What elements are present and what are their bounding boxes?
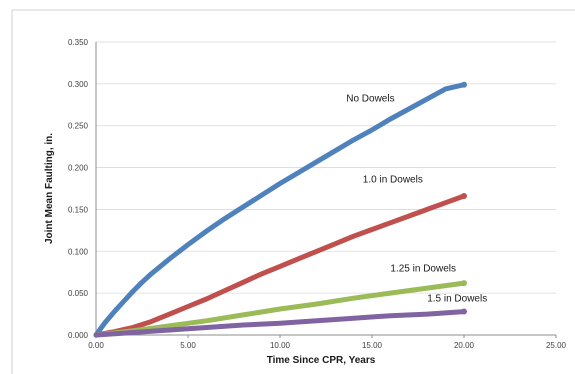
series-end-point-1-5-in-dowels [461, 308, 467, 315]
x-tick-label: 20.00 [454, 341, 475, 350]
series-end-point-no-dowels [461, 81, 467, 88]
series-line-1-25-in-dowels [93, 280, 467, 338]
series-annotation: No Dowels [346, 93, 394, 104]
x-tick-label: 25.00 [546, 341, 567, 350]
y-tick-label: 0.300 [68, 80, 89, 89]
annotations: No Dowels 1.0 in Dowels 1.25 in Dowels 1.5 … [346, 93, 487, 304]
series-end-point-1-0-in-dowels [461, 193, 467, 200]
y-tick-label: 0.350 [68, 38, 89, 47]
y-tick-label: 0.200 [68, 164, 89, 173]
y-tick-label: 0.250 [68, 122, 89, 131]
series-line-1-5-in-dowels [93, 309, 467, 338]
y-axis-title: Joint Mean Faulting, in. [44, 133, 55, 244]
x-tick-label: 5.00 [180, 341, 196, 350]
series-annotation: 1.5 in Dowels [427, 294, 487, 305]
x-tick-label: 15.00 [362, 341, 383, 350]
series-annotation: 1.0 in Dowels [363, 175, 423, 186]
series-annotation: 1.25 in Dowels [390, 263, 456, 274]
series-line-no-dowels [93, 82, 467, 338]
series-lines [93, 81, 467, 338]
y-tick-label: 0.050 [68, 289, 89, 298]
axes [11, 9, 575, 374]
gridlines [96, 41, 556, 294]
y-tick-label: 0.150 [68, 205, 89, 214]
y-tick-label: 0.000 [68, 331, 89, 340]
x-axis-title: Time Since CPR, Years [267, 355, 376, 366]
y-tick-label: 0.100 [68, 247, 89, 256]
series-line-1-0-in-dowels [93, 193, 467, 338]
x-tick-label: 10.00 [270, 341, 291, 350]
x-tick-label: 0.00 [88, 341, 104, 350]
series-end-point-1-25-in-dowels [461, 280, 467, 287]
tick-labels: 0.000 0.050 0.100 0.150 0.200 0.250 0.300 0.350… [68, 38, 567, 350]
